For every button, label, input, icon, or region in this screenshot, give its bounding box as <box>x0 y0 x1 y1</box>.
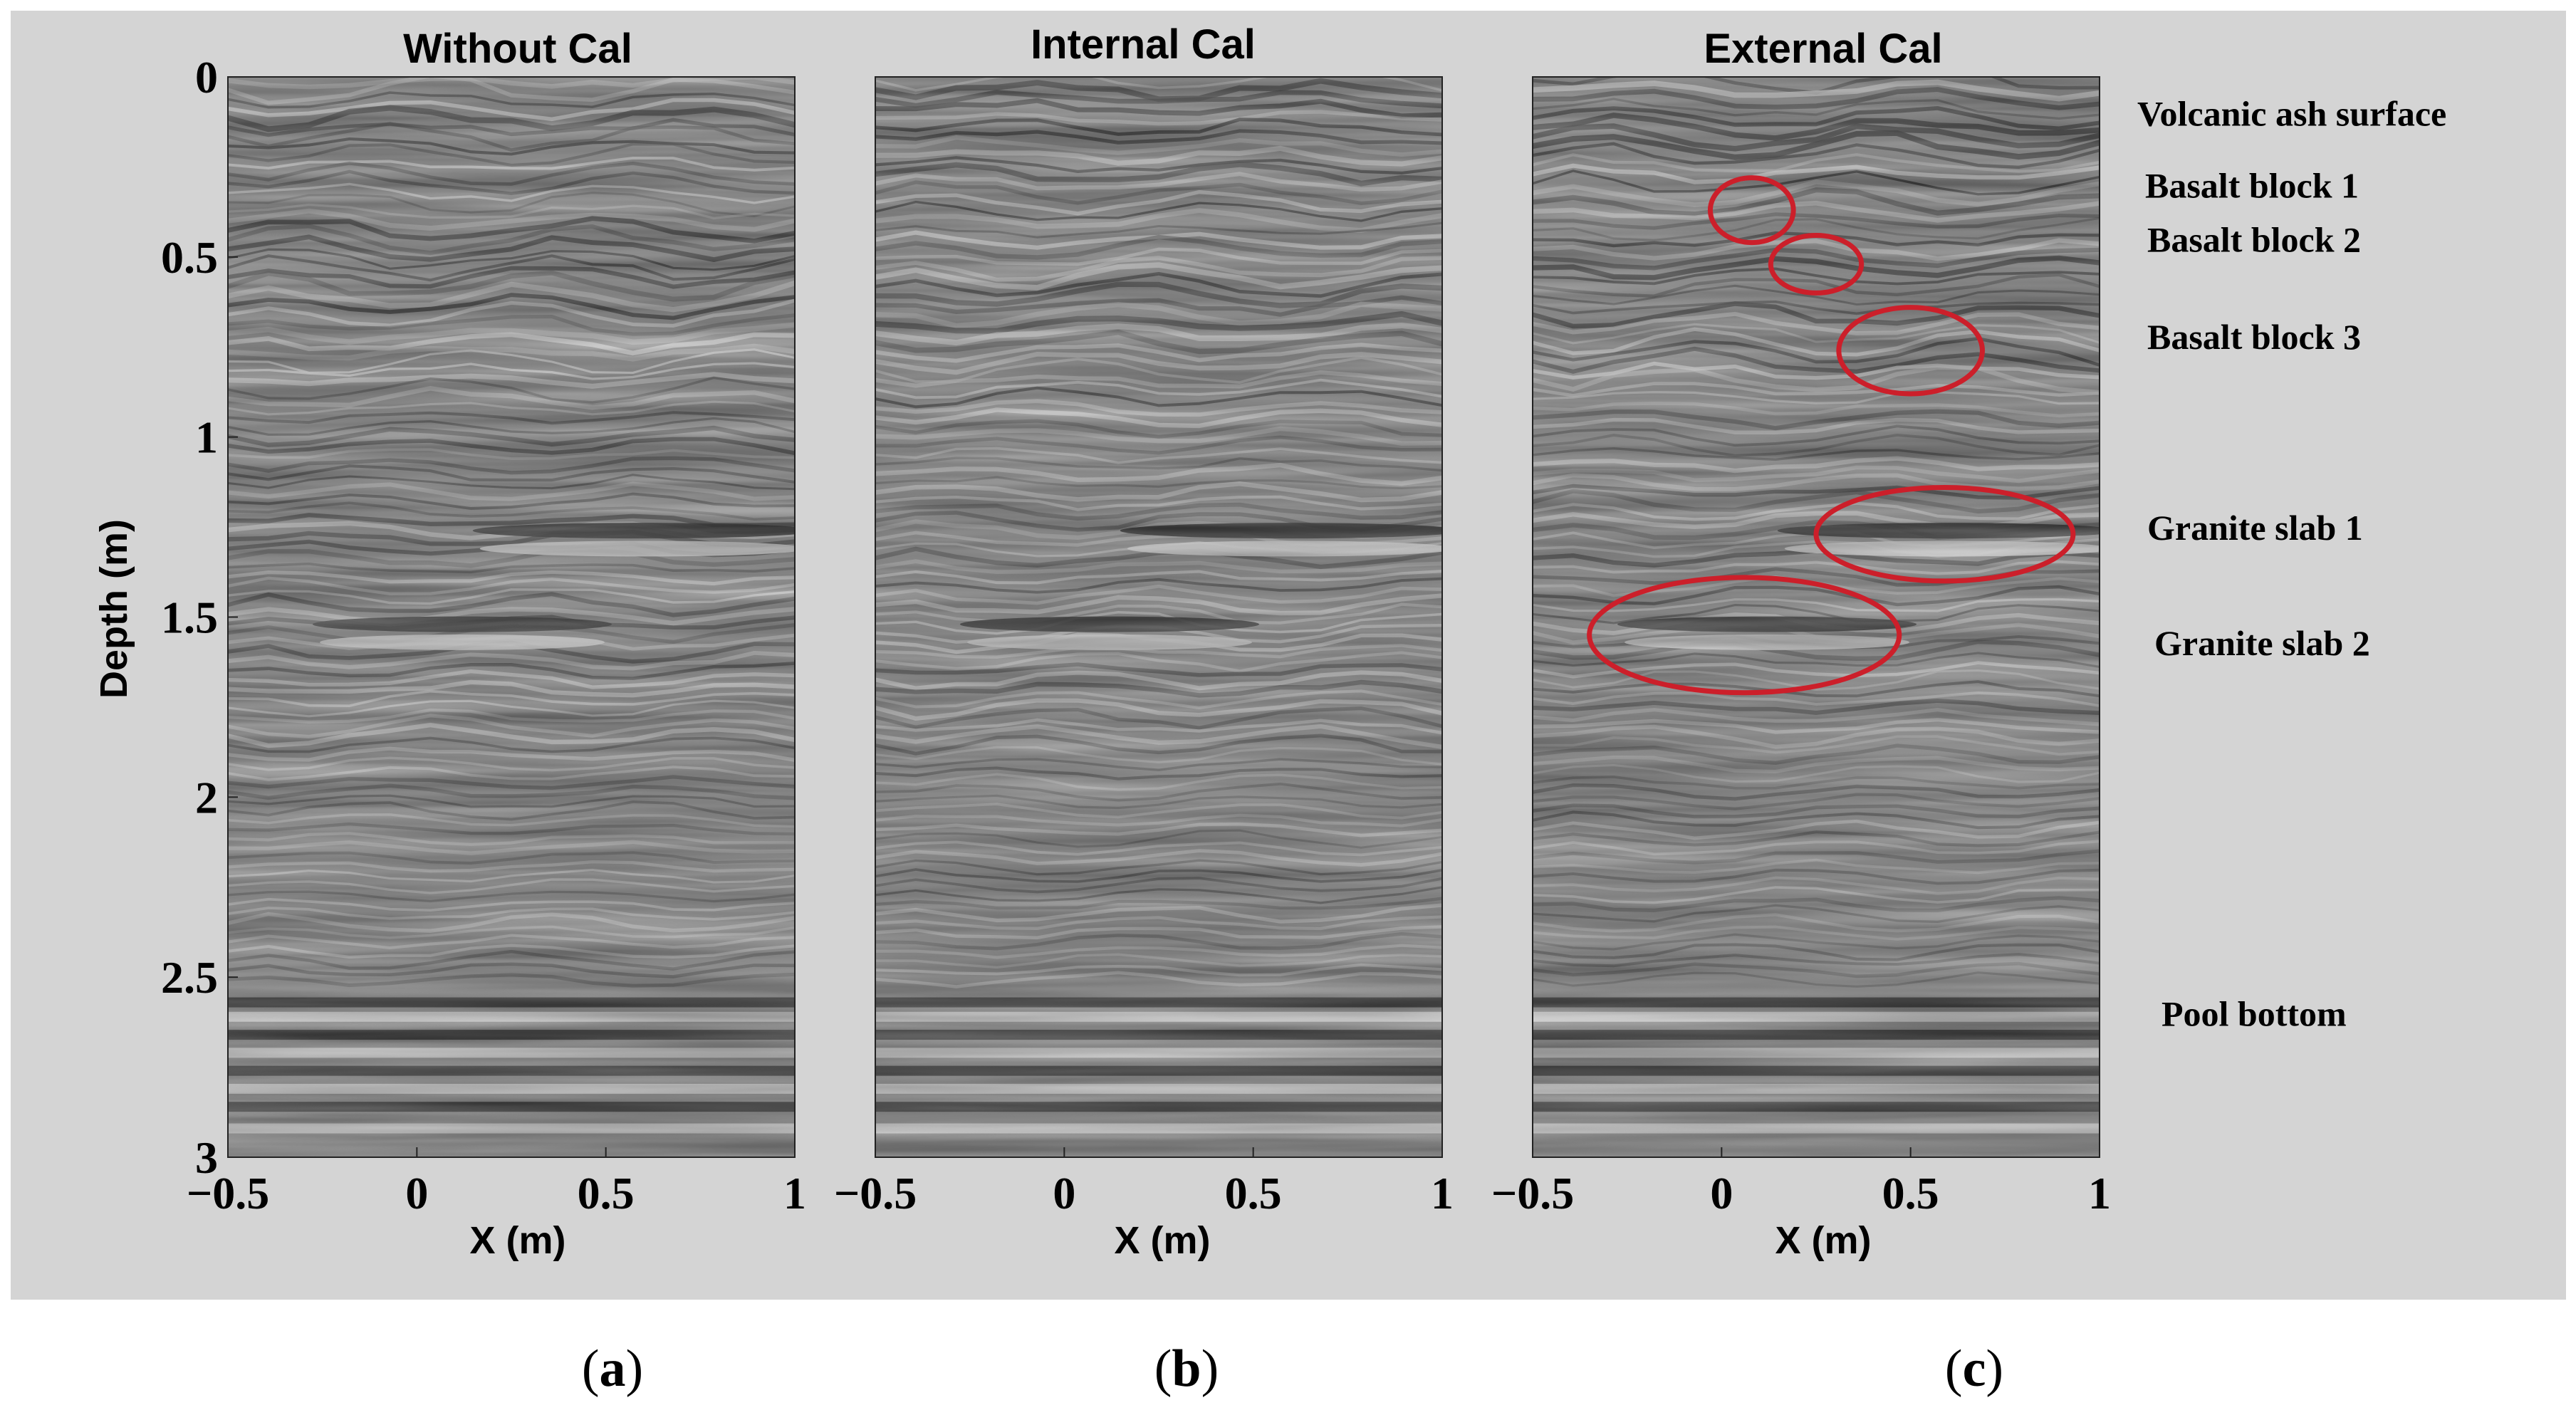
annotation-label: Granite slab 2 <box>2154 623 2370 663</box>
panel-frame <box>875 76 1443 1158</box>
y-tick-label: 0 <box>195 52 218 103</box>
y-tick-label: 1 <box>195 412 218 463</box>
y-tick-label: 3 <box>195 1132 218 1183</box>
x-tick-label: 1 <box>783 1168 806 1218</box>
x-tick-label: −0.5 <box>187 1168 269 1218</box>
reflection-layer <box>875 77 1442 1157</box>
noise-texture <box>1533 77 2100 1157</box>
x-tick-label: 0 <box>405 1168 428 1218</box>
target-ellipse <box>1587 575 1902 696</box>
reflection-layer <box>228 77 795 1157</box>
noise-texture <box>875 77 1442 1157</box>
reflection-layer <box>1533 77 2100 1157</box>
y-tick-label: 2 <box>195 772 218 823</box>
x-tick-label: 1 <box>2088 1168 2111 1218</box>
x-tick-label: 0.5 <box>1225 1168 1282 1218</box>
x-tick-label: 0 <box>1710 1168 1733 1218</box>
y-tick-label: 2.5 <box>161 952 218 1003</box>
panel-title-without-cal: Without Cal <box>403 26 632 72</box>
x-axis-label-panel-b: X (m) <box>1115 1219 1211 1262</box>
y-tick-label: 1.5 <box>161 592 218 643</box>
x-tick-label: 0.5 <box>1882 1168 1939 1218</box>
x-tick-label: 1 <box>1431 1168 1454 1218</box>
annotation-label: Basalt block 3 <box>2147 317 2361 357</box>
x-tick-label: −0.5 <box>1491 1168 1574 1218</box>
panel-external-cal <box>1532 76 2100 1158</box>
panel-title-external-cal: External Cal <box>1704 26 1942 72</box>
annotation-label: Basalt block 2 <box>2147 220 2361 260</box>
panel-title-internal-cal: Internal Cal <box>1031 21 1256 68</box>
panel-internal-cal <box>875 76 1443 1158</box>
y-axis-label: Depth (m) <box>93 519 135 699</box>
target-ellipse <box>1813 484 2076 584</box>
x-tick-label: 0 <box>1053 1168 1075 1218</box>
x-axis-label-panel-c: X (m) <box>1775 1219 1872 1262</box>
target-ellipse <box>1836 305 1985 397</box>
panel-caption-c: (c) <box>1944 1340 2004 1398</box>
panel-caption-a: (a) <box>581 1340 644 1398</box>
annotation-label: Granite slab 1 <box>2147 508 2363 548</box>
noise-texture <box>228 77 795 1157</box>
annotation-label: Pool bottom <box>2162 994 2347 1034</box>
panel-caption-b: (b) <box>1154 1340 1219 1398</box>
x-axis-label-panel-a: X (m) <box>470 1219 566 1262</box>
panel-without-cal <box>227 76 796 1158</box>
annotation-label: Basalt block 1 <box>2145 166 2359 206</box>
y-tick-label: 0.5 <box>161 232 218 283</box>
annotation-label: Volcanic ash surface <box>2137 94 2446 134</box>
x-tick-label: 0.5 <box>578 1168 635 1218</box>
target-ellipse <box>1768 232 1865 296</box>
x-tick-label: −0.5 <box>834 1168 917 1218</box>
target-ellipse <box>1707 175 1796 246</box>
panel-frame <box>1532 76 2100 1158</box>
